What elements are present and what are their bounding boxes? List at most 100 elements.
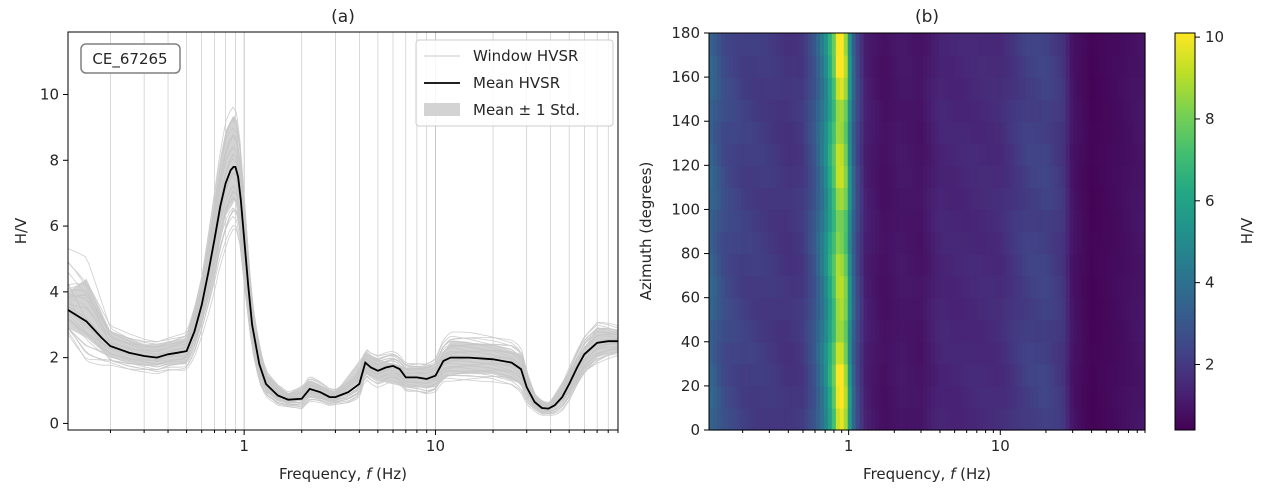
heatmap-cell <box>978 319 984 343</box>
heatmap-cell <box>784 165 789 188</box>
heatmap-cell <box>863 341 869 365</box>
heatmap-cell <box>990 231 995 255</box>
heatmap-cell <box>855 165 861 188</box>
heatmap-cell <box>827 319 833 343</box>
heatmap-cell <box>720 407 726 431</box>
heatmap-cell <box>756 55 762 78</box>
heatmap-cell <box>1037 341 1043 365</box>
panel-a-mean-layer <box>68 166 618 410</box>
heatmap-cell <box>934 231 940 255</box>
heatmap-cell <box>1037 165 1043 188</box>
heatmap-cell <box>1105 121 1110 144</box>
heatmap-cell <box>1069 341 1075 365</box>
heatmap-cell <box>954 121 960 144</box>
heatmap-cell <box>887 55 892 78</box>
heatmap-cell <box>772 121 777 144</box>
heatmap-cell <box>950 231 956 255</box>
heatmap-cell <box>891 297 896 321</box>
heatmap-cell <box>962 231 968 255</box>
heatmap-cell <box>907 187 912 211</box>
heatmap-cell <box>1077 55 1083 78</box>
heatmap-cell <box>930 319 936 343</box>
heatmap-cell <box>903 407 908 431</box>
heatmap-cell <box>1037 363 1043 387</box>
heatmap-cell <box>958 341 964 365</box>
heatmap-cell <box>1030 407 1035 431</box>
heatmap-cell <box>1133 297 1138 321</box>
heatmap-cell <box>1081 33 1087 56</box>
heatmap-cell <box>879 297 884 321</box>
heatmap-cell <box>1073 341 1079 365</box>
heatmap-cell <box>1073 187 1079 211</box>
colorbar-tick-label: 6 <box>1205 192 1215 210</box>
heatmap-cell <box>839 363 845 387</box>
heatmap-cell <box>1037 253 1043 277</box>
heatmap-cell <box>800 165 805 188</box>
heatmap-cell <box>1117 341 1122 365</box>
heatmap-cell <box>927 77 932 100</box>
heatmap-cell <box>1026 99 1031 122</box>
heatmap-cell <box>1026 275 1031 299</box>
heatmap-cell <box>1049 385 1055 409</box>
heatmap-cell <box>974 253 980 277</box>
heatmap-cell <box>819 121 825 144</box>
heatmap-cell <box>1113 33 1118 56</box>
heatmap-cell <box>709 99 714 122</box>
heatmap-cell <box>760 231 766 255</box>
heatmap-cell <box>780 209 785 233</box>
heatmap-cell <box>740 209 746 233</box>
heatmap-cell <box>1034 33 1039 56</box>
legend-std-label: Mean ± 1 Std. <box>473 101 580 119</box>
heatmap-cell <box>1089 231 1095 255</box>
heatmap-cell <box>709 275 714 299</box>
heatmap-cell <box>796 165 801 188</box>
heatmap-cell <box>764 165 770 188</box>
heatmap-cell <box>879 209 884 233</box>
heatmap-cell <box>962 165 968 188</box>
heatmap-cell <box>839 319 845 343</box>
heatmap-cell <box>736 297 742 321</box>
heatmap-cell <box>1045 253 1051 277</box>
heatmap-cell <box>891 319 896 343</box>
heatmap-cell <box>784 121 789 144</box>
heatmap-cell <box>911 99 916 122</box>
heatmap-cell <box>760 77 766 100</box>
heatmap-cell <box>839 121 845 144</box>
heatmap-cell <box>716 121 722 144</box>
heatmap-cell <box>891 143 896 166</box>
heatmap-cell <box>994 143 999 166</box>
heatmap-cell <box>930 275 936 299</box>
heatmap-cell <box>1026 121 1031 144</box>
heatmap-cell <box>919 33 924 56</box>
heatmap-cell <box>816 275 821 299</box>
heatmap-cell <box>1045 209 1051 233</box>
heatmap-cell <box>990 77 995 100</box>
heatmap-cell <box>788 143 793 166</box>
heatmap-cell <box>772 165 777 188</box>
heatmap-cell <box>788 363 793 387</box>
heatmap-cell <box>994 209 999 233</box>
heatmap-cell <box>1041 209 1047 233</box>
heatmap-cell <box>1049 341 1055 365</box>
heatmap-cell <box>1073 165 1079 188</box>
heatmap-cell <box>942 99 948 122</box>
heatmap-cell <box>883 99 888 122</box>
heatmap-cell <box>1113 275 1118 299</box>
heatmap-cell <box>879 55 884 78</box>
heatmap-cell <box>716 165 722 188</box>
heatmap-cell <box>764 385 770 409</box>
heatmap-cell <box>1057 77 1063 100</box>
heatmap-cell <box>1037 297 1043 321</box>
heatmap-cell <box>835 165 841 188</box>
heatmap-cell <box>843 253 849 277</box>
heatmap-cell <box>812 363 817 387</box>
heatmap-cell <box>1073 319 1079 343</box>
heatmap-cell <box>1109 407 1114 431</box>
heatmap-cell <box>720 341 726 365</box>
heatmap-cell <box>1026 33 1031 56</box>
heatmap-cell <box>764 253 770 277</box>
heatmap-cell <box>819 363 825 387</box>
heatmap-cell <box>1141 319 1146 343</box>
heatmap-cell <box>823 77 829 100</box>
heatmap-cell <box>1117 297 1122 321</box>
